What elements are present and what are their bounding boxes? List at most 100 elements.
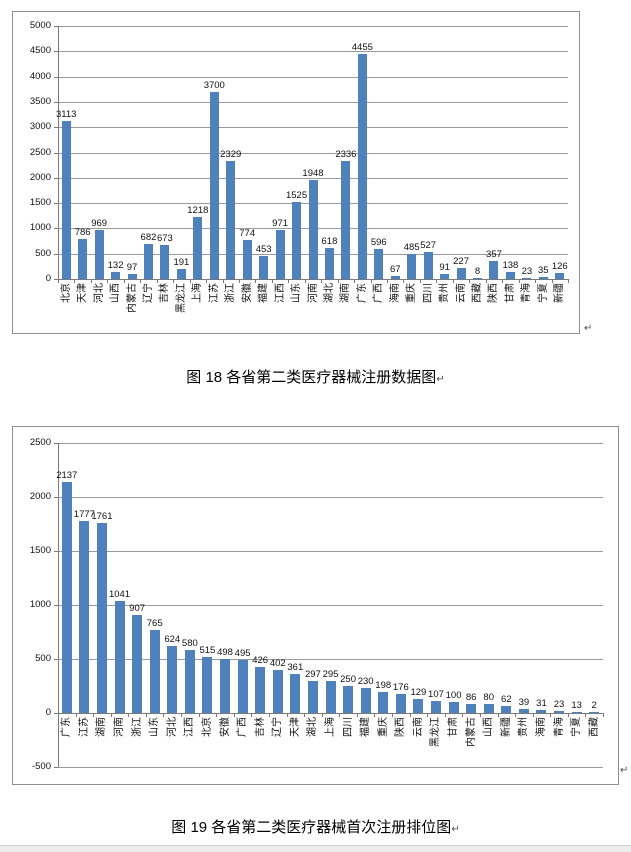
x-tick (173, 279, 175, 283)
x-tick (163, 713, 165, 717)
y-gridline (58, 101, 568, 103)
bar (255, 666, 266, 713)
y-gridline (58, 26, 568, 27)
x-tick (370, 279, 372, 283)
x-tick (339, 713, 341, 717)
bar-value-label: 596 (370, 236, 387, 248)
bar (111, 272, 121, 279)
x-tick (216, 713, 218, 717)
x-category-label: 湖南 (96, 717, 108, 737)
x-category-label: 贵州 (439, 283, 451, 303)
bar (237, 659, 248, 713)
bar-value-label: 2 (591, 700, 597, 712)
bar (209, 91, 219, 279)
x-category-label: 江西 (184, 717, 196, 737)
x-category-label: 河南 (307, 283, 319, 303)
bar (390, 275, 400, 279)
bar (132, 615, 143, 713)
y-axis-label: 4000 (29, 70, 51, 82)
bar-value-label: 23 (521, 265, 533, 277)
x-tick (58, 279, 59, 283)
x-category-label: 四川 (342, 717, 354, 737)
x-category-label: 云南 (412, 717, 424, 737)
bar (202, 657, 213, 713)
bar (127, 274, 137, 279)
x-tick (268, 713, 270, 717)
x-category-label: 天津 (77, 283, 89, 303)
x-tick (288, 279, 290, 283)
bar-value-label: 13 (571, 699, 582, 711)
y-axis-label: 2000 (29, 491, 51, 502)
bar (275, 229, 285, 279)
bar (176, 269, 186, 279)
x-tick (354, 279, 356, 283)
figure-19-caption-text: 图 19 各省第二类医疗器械首次注册排位图 (171, 819, 452, 836)
y-axis-label: 1000 (29, 599, 51, 610)
bar (536, 709, 547, 713)
x-category-label: 江苏 (78, 717, 90, 737)
bar (430, 701, 441, 713)
y-axis-label: 3000 (29, 121, 51, 133)
bar (518, 708, 529, 713)
bar-value-label: 2336 (335, 148, 357, 160)
x-tick (568, 279, 569, 283)
x-tick (427, 713, 429, 717)
x-category-label: 重庆 (406, 283, 418, 303)
bar (114, 600, 125, 713)
bar (259, 256, 269, 279)
bar-value-label: 2329 (220, 149, 242, 161)
bar (292, 201, 302, 279)
x-category-label: 青海 (553, 717, 565, 737)
figure-18-caption[interactable]: 图 18 各省第二类医疗器械注册数据图↵ (0, 367, 631, 391)
bar (184, 650, 195, 713)
y-tick (54, 177, 58, 179)
x-tick (206, 279, 208, 283)
bar (407, 254, 417, 279)
bar (96, 522, 107, 713)
y-axis-label: 0 (45, 273, 51, 284)
bar-value-label: 361 (287, 662, 304, 673)
x-tick (479, 713, 481, 717)
bar-value-label: 3700 (203, 79, 225, 91)
bar (413, 699, 424, 713)
x-category-label: 西藏 (588, 717, 600, 737)
x-category-label: 宁夏 (571, 717, 583, 737)
x-category-label: 辽宁 (142, 283, 154, 303)
figure-19-caption[interactable]: 图 19 各省第二类医疗器械首次注册排位图↵ (0, 817, 631, 841)
page-bottom-edge (0, 845, 631, 852)
x-tick (145, 713, 147, 717)
bar-value-label: 485 (403, 242, 420, 254)
figure-19-chart[interactable]: -500 0 500 1000 1500 2000 2500 2137 广东 1777 江苏 1761… (12, 426, 619, 785)
bar (307, 680, 318, 713)
bar (149, 630, 160, 713)
y-tick (54, 51, 58, 53)
y-tick (54, 497, 58, 498)
y-tick (54, 228, 58, 230)
x-tick (585, 713, 587, 717)
x-category-label: 福建 (258, 283, 270, 303)
figure-18-chart[interactable]: 0 500 1000 1500 2000 2500 3000 3500 4000 4500 5000… (12, 11, 580, 334)
x-category-label: 四川 (422, 283, 434, 303)
bar (143, 244, 153, 279)
y-tick (54, 76, 58, 78)
x-tick (551, 279, 553, 283)
bar-value-label: 786 (74, 227, 91, 239)
x-tick (403, 279, 405, 283)
bar (466, 703, 477, 713)
y-gridline (58, 605, 603, 606)
bar (325, 681, 336, 713)
y-axis-line (58, 443, 59, 767)
x-category-label: 湖北 (307, 717, 319, 737)
y-gridline (58, 177, 568, 179)
x-tick (251, 713, 253, 717)
x-category-label: 湖北 (323, 283, 335, 303)
bar (554, 710, 565, 713)
bar-value-label: 35 (538, 265, 549, 277)
x-tick (304, 713, 306, 717)
bar-value-label: 91 (439, 262, 450, 274)
bar (94, 229, 104, 279)
y-tick (54, 101, 58, 103)
x-tick (567, 713, 569, 717)
bar (522, 277, 532, 279)
